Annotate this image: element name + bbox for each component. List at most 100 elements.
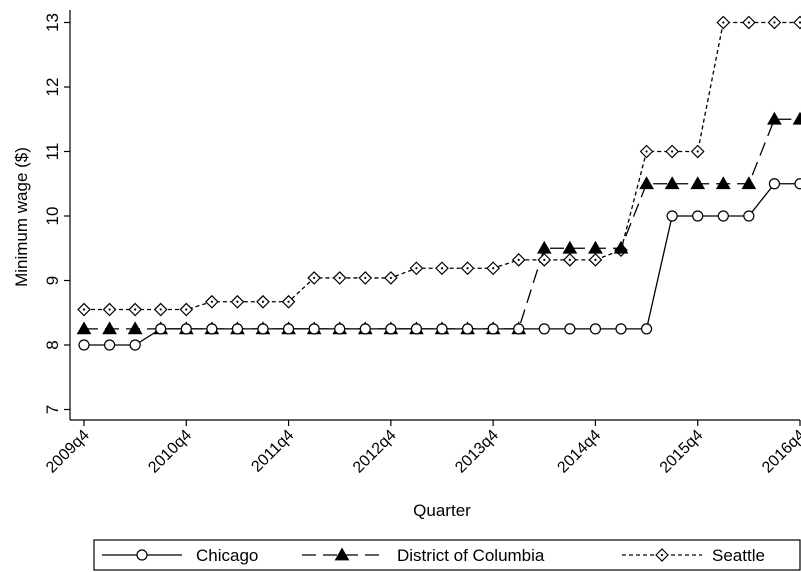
diamond-dot — [798, 21, 801, 24]
data-point — [486, 261, 500, 276]
diamond-dot — [185, 308, 188, 311]
data-point — [588, 253, 603, 267]
x-tick-label: 2013q4 — [452, 427, 502, 477]
data-point — [282, 323, 295, 335]
diamond-dot — [287, 300, 290, 303]
x-tick-label: 2016q4 — [759, 427, 801, 477]
diamond-dot — [261, 300, 265, 303]
data-point — [563, 253, 577, 267]
data-point — [792, 111, 801, 125]
data-point — [767, 15, 782, 30]
data-point — [588, 240, 603, 254]
data-point — [77, 302, 91, 317]
data-point — [639, 144, 654, 159]
series-line-seattle — [84, 21, 800, 311]
diamond-dot — [543, 258, 546, 261]
legend-marker — [334, 547, 350, 561]
data-point — [743, 210, 755, 222]
data-point — [78, 339, 90, 351]
data-point — [153, 302, 168, 317]
data-point — [717, 210, 729, 222]
data-point — [564, 323, 576, 335]
diamond-dot — [722, 21, 725, 24]
data-point — [461, 323, 474, 335]
diamond-dot — [159, 308, 162, 311]
data-point — [511, 253, 526, 267]
diamond-dot — [696, 150, 699, 153]
data-point — [76, 321, 92, 335]
data-point — [359, 323, 371, 335]
data-point — [538, 323, 550, 335]
data-point — [307, 271, 321, 285]
data-point — [666, 210, 678, 222]
x-tick-label: 2010q4 — [145, 427, 195, 477]
data-point — [128, 302, 142, 317]
legend-label: District of Columbia — [397, 546, 545, 565]
x-tick-label: 2009q4 — [43, 427, 93, 477]
diamond-dot — [364, 276, 367, 280]
data-point — [589, 323, 602, 335]
data-point — [768, 178, 781, 190]
legend-marker — [136, 549, 148, 561]
data-point — [690, 144, 705, 159]
diamond-dot — [773, 21, 776, 24]
data-point — [205, 294, 219, 309]
diamond-dot — [108, 308, 111, 311]
diamond-dot — [747, 21, 750, 24]
data-point — [256, 294, 270, 309]
x-tick-label: 2014q4 — [554, 427, 604, 477]
data-point — [230, 294, 245, 309]
plot-area: 7 8 9 10 11 12 13 2009q4 2010q4 2011q4 2012q4 2013q… — [43, 10, 801, 477]
data-point — [513, 323, 525, 335]
data-point — [435, 261, 449, 276]
data-point — [640, 323, 653, 335]
data-point — [257, 323, 269, 335]
data-point — [281, 294, 296, 309]
diamond-dot — [389, 276, 392, 280]
data-point — [103, 339, 116, 351]
data-point — [613, 240, 629, 254]
data-point — [741, 176, 757, 190]
data-point — [410, 323, 423, 335]
data-point — [384, 271, 398, 285]
data-point — [409, 261, 424, 276]
data-point — [715, 176, 731, 190]
data-point — [129, 339, 141, 351]
diamond-dot — [210, 300, 213, 303]
data-point — [692, 210, 704, 222]
data-point — [639, 176, 654, 190]
x-tick-label: 2011q4 — [248, 427, 297, 476]
data-point — [690, 176, 706, 190]
x-tick-label: 2012q4 — [350, 427, 400, 477]
diamond-dot — [466, 267, 469, 270]
y-tick-label: 8 — [43, 340, 62, 349]
data-point — [742, 15, 756, 30]
diamond-dot — [645, 150, 648, 153]
diamond-dot — [415, 267, 418, 270]
diamond-dot — [236, 300, 239, 303]
y-tick-label: 7 — [43, 405, 62, 414]
diamond-shape — [793, 15, 801, 30]
data-point — [562, 240, 578, 254]
data-point — [334, 323, 346, 335]
diamond-dot — [568, 258, 571, 261]
data-point — [155, 323, 167, 335]
data-point — [793, 15, 801, 30]
y-tick-label: 10 — [43, 207, 62, 226]
y-tick-label: 11 — [43, 143, 62, 161]
diamond-dot — [134, 308, 137, 311]
diamond-dot — [492, 267, 495, 270]
data-point — [308, 323, 320, 335]
y-tick-label: 12 — [43, 78, 62, 97]
data-point — [615, 323, 627, 335]
diamond-dot — [440, 267, 444, 270]
y-tick-label: 13 — [43, 13, 62, 32]
diamond-dot — [517, 258, 520, 261]
data-point — [102, 302, 117, 317]
data-point — [487, 323, 499, 335]
y-tick-label: 9 — [43, 276, 62, 285]
y-axis-label: Minimum wage ($) — [12, 147, 31, 287]
legend: Chicago District of Columbia Seattle — [93, 539, 801, 571]
x-axis-label: Quarter — [413, 501, 471, 520]
